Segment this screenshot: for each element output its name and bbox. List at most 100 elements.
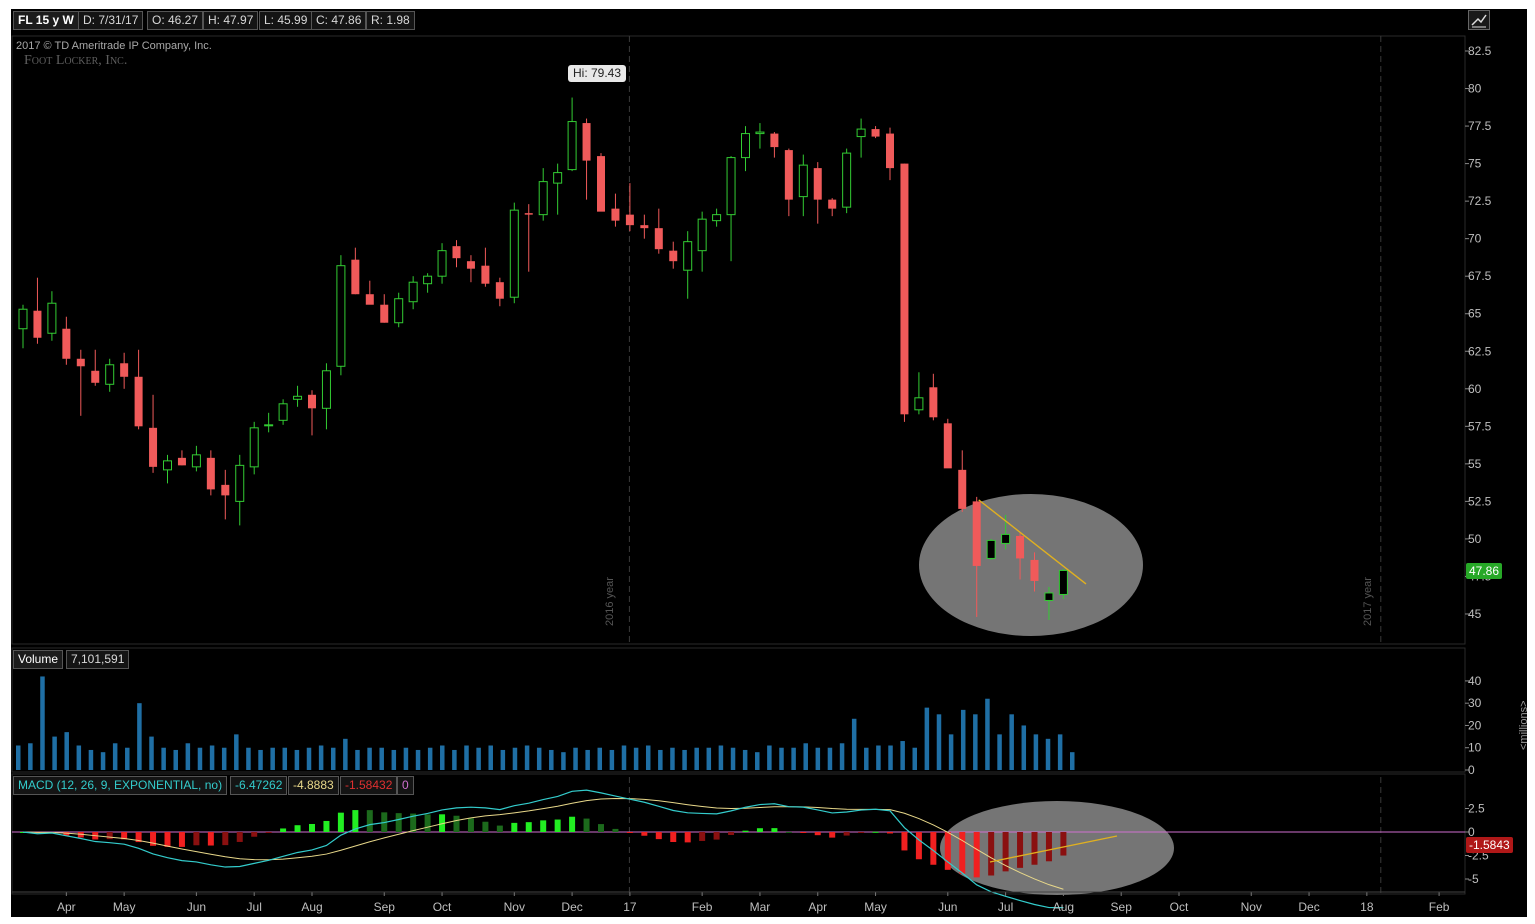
macd-histogram-bar	[280, 828, 287, 832]
time-axis-label: Aug	[1053, 900, 1074, 914]
candle-body	[351, 259, 360, 295]
candle-body	[871, 129, 880, 137]
time-axis-label: Sep	[1111, 900, 1133, 914]
macd-histogram-bar	[540, 820, 547, 832]
macd-histogram-bar	[323, 820, 330, 832]
price-panel	[11, 35, 1466, 645]
price-trendline	[978, 499, 1087, 585]
volume-bar	[524, 745, 530, 770]
volume-bar	[609, 749, 615, 770]
volume-bar	[1045, 738, 1051, 770]
volume-bar	[125, 747, 130, 770]
candle-body	[191, 454, 201, 468]
candle-body	[553, 172, 563, 184]
volume-bar	[294, 749, 300, 770]
candle-body	[813, 168, 822, 200]
volume-bar	[730, 747, 736, 770]
volume-bar	[330, 747, 336, 770]
macd-histogram-bar	[106, 832, 113, 840]
candle-body	[206, 457, 215, 490]
volume-bar	[403, 747, 409, 770]
maximize-icon[interactable]	[1468, 10, 1490, 30]
volume-bar	[912, 747, 918, 770]
candle-body	[336, 265, 346, 367]
candle-body	[755, 131, 765, 135]
candle-body	[408, 281, 418, 303]
volume-value: 7,101,591	[66, 650, 130, 669]
time-axis-label: 17	[623, 900, 637, 914]
macd-histogram-bar	[236, 832, 243, 842]
candle-body	[538, 181, 548, 216]
price-tick-label: 50	[1468, 532, 1482, 546]
macd-histogram-bar	[482, 821, 489, 832]
candle-body	[697, 218, 707, 252]
candle-body	[597, 156, 605, 212]
price-tick-label: 72.5	[1468, 194, 1492, 208]
candle-body	[856, 128, 866, 138]
close-readout: C: 47.86	[311, 11, 367, 30]
macd-label[interactable]: MACD (12, 26, 9, EXPONENTIAL, no)	[13, 776, 228, 795]
macd-zero-value: 0	[397, 776, 414, 795]
volume-bar	[839, 743, 845, 770]
macd-histogram-bar	[1060, 832, 1067, 856]
time-axis-label: Apr	[808, 900, 827, 914]
macd-histogram-bar	[337, 812, 344, 832]
volume-bar	[415, 749, 421, 770]
time-axis-label: Sep	[374, 900, 396, 914]
macd-histogram-bar	[265, 832, 272, 833]
macd-histogram-bar	[641, 832, 648, 836]
macd-histogram-bar	[626, 832, 633, 833]
volume-label[interactable]: Volume	[13, 650, 64, 669]
macd-tick-label: 0	[1468, 825, 1475, 839]
price-tick-label: 57.5	[1468, 419, 1492, 433]
macd-histogram-bar	[598, 824, 604, 832]
macd-histogram-bar	[424, 814, 431, 832]
volume-bar	[997, 734, 1002, 770]
candle-body	[886, 133, 894, 169]
volume-bar	[718, 745, 724, 770]
time-axis-label: Nov	[1241, 900, 1262, 914]
macd-histogram-bar	[1031, 832, 1038, 865]
candle-body	[380, 304, 389, 323]
macd-histogram-bar	[554, 819, 561, 832]
candle-body	[640, 225, 649, 229]
macd-histogram-bar	[713, 832, 720, 840]
candle-body	[1001, 533, 1011, 544]
symbol-label[interactable]: FL 15 y W	[13, 11, 79, 30]
volume-bar	[549, 749, 554, 770]
volume-bar	[40, 676, 45, 770]
macd-histogram-bar	[959, 832, 966, 874]
candle-body	[567, 121, 577, 171]
candle-body	[683, 241, 693, 271]
macd-histogram-bar	[699, 832, 706, 841]
time-axis-label: Mar	[750, 900, 771, 914]
volume-bar	[306, 747, 312, 770]
volume-bar	[488, 745, 493, 770]
volume-bar	[876, 745, 881, 770]
copyright-text: 2017 © TD Ameritrade IP Company, Inc.	[16, 40, 212, 52]
macd-histogram-bar	[901, 832, 908, 851]
volume-bar	[658, 749, 663, 770]
volume-bar	[948, 734, 954, 770]
macd-tick-label: 2.5	[1468, 802, 1485, 816]
volume-tick-label: 0	[1468, 763, 1475, 777]
volume-bar	[1021, 725, 1027, 770]
candle-body	[654, 228, 663, 250]
macd-histogram-bar	[670, 832, 677, 843]
time-axis-label: Jul	[998, 900, 1013, 914]
candle-body	[62, 328, 71, 359]
volume-bar	[960, 709, 966, 770]
price-tick-label: 75	[1468, 157, 1482, 171]
macd-histogram-bar	[612, 828, 619, 832]
macd-histogram-bar	[352, 810, 359, 832]
volume-bar	[137, 703, 142, 770]
price-tick-label: 77.5	[1468, 119, 1492, 133]
volume-bar	[270, 747, 275, 770]
volume-bar	[573, 747, 578, 770]
macd-histogram-bar	[872, 831, 879, 833]
volume-bar	[246, 747, 251, 770]
price-tick-label: 65	[1468, 307, 1482, 321]
volume-bar	[52, 736, 57, 770]
volume-bar	[597, 747, 603, 770]
